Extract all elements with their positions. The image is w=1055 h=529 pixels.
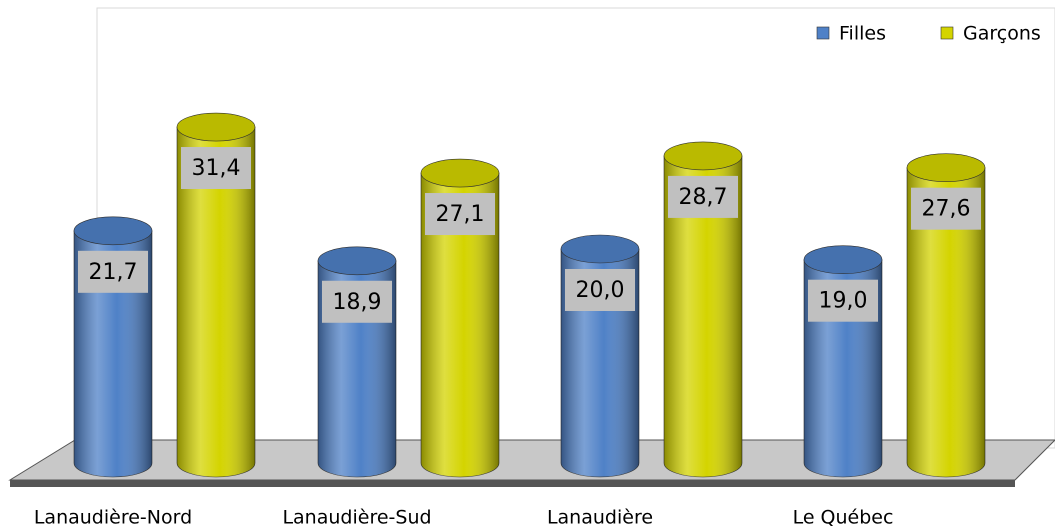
cylinder-top-shade <box>907 153 985 182</box>
cylinder-top <box>176 112 256 142</box>
cylinder-top-shade <box>421 159 499 188</box>
cylinder-top-shade <box>318 246 396 275</box>
legend-swatch <box>940 26 954 40</box>
x-tick-label: Lanaudière <box>547 507 653 529</box>
value-label: 27,1 <box>436 202 485 227</box>
cylinder-top <box>560 234 640 264</box>
value-label-box <box>808 279 878 322</box>
cylinder-shade <box>664 155 742 477</box>
value-label-box <box>668 175 738 218</box>
legend-label: Filles <box>839 23 886 45</box>
value-label: 27,6 <box>922 197 971 222</box>
value-label-box <box>911 187 981 230</box>
cylinder-top-shade <box>804 245 882 274</box>
cylinder-top <box>663 141 743 171</box>
x-tick-label: Lanaudière-Nord <box>34 507 192 529</box>
cylinder-shade <box>421 173 499 477</box>
bar <box>420 158 500 478</box>
floor <box>8 439 1055 481</box>
cylinder-top <box>803 245 883 275</box>
cylinder-top-shade <box>177 113 255 142</box>
plot: Lanaudière-Nord 21,7 31,4 Lanaudière-Sud 18,… <box>34 23 1041 529</box>
legend-label: Garçons <box>963 23 1041 45</box>
value-label: 31,4 <box>192 156 241 181</box>
x-tick-label: Le Québec <box>793 507 894 529</box>
cylinder-top-shade <box>561 235 639 263</box>
value-label-box <box>78 250 148 293</box>
value-label: 18,9 <box>333 290 382 315</box>
bar <box>176 112 256 478</box>
cylinder-top <box>73 216 153 246</box>
value-label: 19,0 <box>819 289 868 314</box>
cylinder-top <box>317 246 397 276</box>
cylinder-shade <box>907 167 985 477</box>
bar <box>906 153 986 478</box>
value-label: 28,7 <box>679 185 728 210</box>
bar <box>663 141 743 478</box>
value-label-box <box>181 147 251 190</box>
cylinder-shade <box>177 127 255 478</box>
value-label-box <box>565 269 635 311</box>
floor-edge <box>10 480 1015 487</box>
cylinder-top <box>420 158 500 188</box>
cylinder-top-shade <box>664 141 742 170</box>
legend-swatch <box>816 26 830 40</box>
cylinder-top-shade <box>74 216 152 245</box>
x-tick-label: Lanaudière-Sud <box>282 507 431 529</box>
value-label: 21,7 <box>89 260 138 285</box>
cylinder-top <box>906 153 986 182</box>
value-label-box <box>322 280 392 323</box>
value-label: 20,0 <box>576 278 625 303</box>
value-label-box <box>425 193 495 236</box>
